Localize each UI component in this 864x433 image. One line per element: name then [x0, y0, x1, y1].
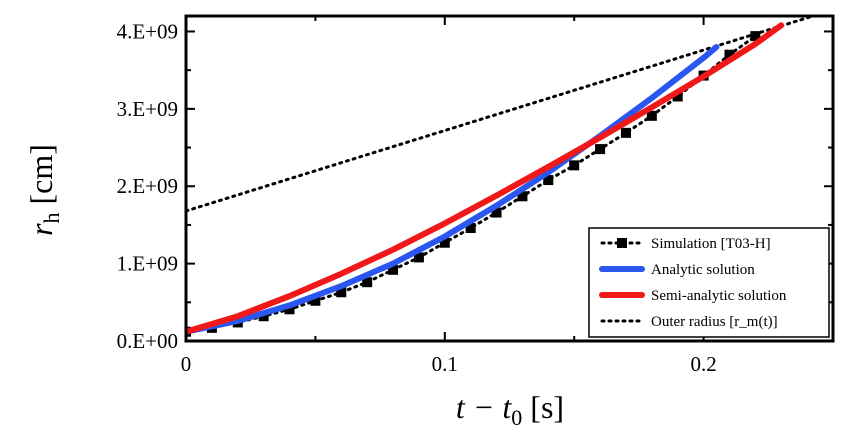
y-axis-title: rh [cm] [23, 144, 64, 236]
data-point-square [310, 295, 321, 306]
legend-label: Outer radius [r_m(t)] [651, 314, 778, 330]
data-point-square [543, 175, 554, 186]
data-point-square [724, 49, 735, 60]
data-point-square [439, 237, 450, 248]
data-point-square [413, 252, 424, 263]
y-tick-label: 2.E+09 [117, 174, 178, 198]
legend-label: Analytic solution [651, 262, 755, 278]
data-point-square [465, 223, 476, 234]
x-tick-label: 0.2 [690, 352, 716, 376]
series-line-semi-analytic-solution [186, 22, 785, 335]
legend-marker-square [617, 238, 627, 248]
y-tick-label: 0.E+00 [117, 329, 178, 353]
y-tick-label: 1.E+09 [117, 252, 178, 276]
legend-label: Simulation [T03-H] [651, 236, 771, 252]
x-axis-title: t − t0 [s] [456, 389, 564, 430]
series-line-outer-radius-r-m-t [186, 16, 819, 213]
legend-box [588, 227, 830, 338]
data-point-square [517, 191, 528, 202]
series-layer [186, 16, 819, 337]
y-tick-label: 4.E+09 [117, 19, 178, 43]
legend: Simulation [T03-H] Analytic solution Semi-… [588, 227, 830, 338]
data-point-square [672, 91, 683, 102]
plot-frame [184, 14, 835, 343]
data-point-square [595, 144, 606, 155]
x-axis-title-subscript: 0 [511, 405, 522, 430]
data-point-square [336, 287, 347, 298]
legend-label: Semi-analytic solution [651, 288, 787, 304]
data-point-square [620, 127, 631, 138]
y-axis-title-main: r [23, 223, 59, 236]
data-point-square [569, 160, 580, 171]
x-axis-title-main: t − t [456, 389, 512, 425]
ticks-layer: 0 0.1 0.2 0.E+00 1.E+09 2.E+09 3.E+09 4.E+09 [117, 16, 833, 376]
data-point-square [750, 31, 761, 42]
data-point-square [646, 110, 657, 121]
x-tick-label: 0 [181, 352, 192, 376]
series-line-analytic-solution [186, 44, 720, 335]
data-point-square [491, 207, 502, 218]
x-tick-label: 0.1 [432, 352, 458, 376]
data-point-square [284, 304, 295, 315]
y-axis-title-unit: [cm] [23, 144, 59, 212]
series-line-simulation-t03-h [186, 34, 757, 334]
data-point-square [362, 277, 373, 288]
y-axis-title-subscript: h [39, 212, 64, 223]
data-point-square [388, 264, 399, 275]
y-tick-label: 3.E+09 [117, 97, 178, 121]
x-axis-title-unit: [s] [522, 389, 564, 425]
